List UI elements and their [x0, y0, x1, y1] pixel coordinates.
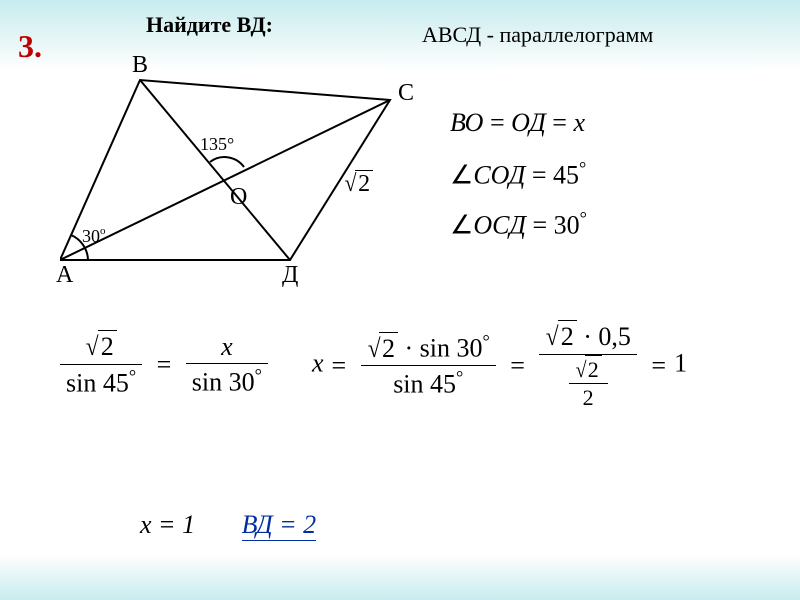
eq-bo-od: ВО = ОД = x — [450, 108, 585, 138]
problem-number: 3. — [18, 28, 42, 65]
angle-a-label: 30о — [82, 226, 106, 247]
eq-angle-cod: ∠СОД = 45° — [450, 158, 586, 191]
work-solve-x: x= √2 · sin 30° sin 45° = √2 · 0,5 √2 2 … — [312, 320, 687, 412]
vertex-c: С — [398, 80, 414, 107]
vertex-d: Д — [282, 262, 298, 289]
task-text: Найдите ВД: — [146, 12, 273, 38]
work-sine-ratio: √2 sin 45° = x sin 30° — [60, 330, 268, 400]
side-cd-length: √2 — [344, 170, 373, 198]
answer-bd: ВД = 2 — [242, 510, 317, 541]
vertex-o: О — [230, 184, 247, 211]
answer-x: x = 1 — [140, 510, 195, 539]
answers: x = 1 ВД = 2 — [140, 510, 316, 540]
eq-angle-ocd: ∠ОСД = 30° — [450, 208, 587, 241]
parallelogram-diagram: А В С Д О 135° 30о √2 — [60, 60, 400, 280]
angle-o-label: 135° — [200, 134, 234, 155]
vertex-b: В — [132, 52, 148, 79]
slide-content: 3. Найдите ВД: АВСД - параллелограмм А В… — [0, 0, 800, 600]
given-shape: АВСД - параллелограмм — [422, 22, 653, 48]
vertex-a: А — [56, 262, 73, 289]
